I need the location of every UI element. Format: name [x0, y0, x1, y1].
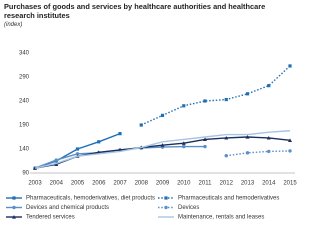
- legend-label: Tendered services: [26, 215, 75, 221]
- x-tick-label: 2003: [28, 181, 42, 187]
- legend-marker: [164, 205, 168, 210]
- legend-label: Pharmaceuticals and hemoderivatives: [178, 196, 279, 202]
- legend-label: Devices: [178, 205, 199, 211]
- x-tick-label: 2004: [50, 181, 64, 187]
- x-tick-label: 2013: [241, 181, 255, 187]
- marker: [203, 144, 207, 149]
- marker: [182, 104, 186, 108]
- legend-marker: [12, 215, 16, 219]
- marker: [139, 123, 143, 127]
- marker: [288, 149, 292, 153]
- series-line: [34, 130, 291, 169]
- marker: [54, 162, 59, 166]
- legend-label: Pharmaceuticals, hemoderivatives, diet p…: [26, 196, 155, 202]
- chart-subtitle: (index): [4, 22, 23, 28]
- chart: 90 140 190 240 290 340 2003 2004 2005 2006 2007 200…: [6, 51, 297, 221]
- marker: [224, 154, 228, 158]
- x-tick-label: 2010: [177, 181, 191, 187]
- y-tick-label: 190: [19, 123, 30, 129]
- marker: [75, 152, 80, 156]
- y-tick-label: 290: [19, 75, 30, 81]
- y-tick-label: 340: [19, 51, 30, 57]
- x-tick-label: 2007: [113, 181, 127, 187]
- marker: [118, 132, 122, 136]
- chart-title: Purchases of goods and services by healt…: [4, 2, 266, 20]
- page: 90 140 190 240 290 340 2003 2004 2005 2006 2007 200…: [4, 2, 297, 221]
- x-tick-label: 2011: [199, 181, 213, 187]
- x-tick-label: 2006: [92, 181, 106, 187]
- marker: [245, 135, 250, 139]
- x-tick-label: 2014: [262, 181, 276, 187]
- legend-marker: [12, 205, 16, 210]
- marker: [54, 158, 58, 162]
- marker: [75, 147, 80, 151]
- series-line: [140, 65, 291, 126]
- y-tick-label: 90: [22, 171, 29, 177]
- series-line: [226, 150, 291, 157]
- marker: [267, 84, 271, 88]
- marker: [245, 151, 250, 155]
- marker: [266, 135, 271, 140]
- marker: [267, 149, 271, 154]
- legend-marker: [164, 196, 168, 200]
- marker: [224, 135, 229, 140]
- marker: [182, 144, 186, 149]
- marker: [245, 92, 250, 96]
- marker: [181, 141, 186, 145]
- marker: [288, 138, 292, 142]
- marker: [160, 113, 165, 117]
- y-tick-label: 140: [19, 147, 30, 153]
- marker: [288, 64, 292, 68]
- marker: [203, 99, 207, 103]
- legend-marker: [12, 196, 16, 200]
- x-tick-label: 2005: [71, 181, 85, 187]
- x-tick-label: 2008: [135, 181, 149, 187]
- legend-label: Devices and chemical products: [26, 205, 109, 211]
- marker: [97, 140, 101, 144]
- marker: [160, 143, 165, 147]
- marker: [224, 97, 228, 102]
- x-tick-label: 2015: [283, 181, 297, 187]
- y-tick-label: 240: [19, 99, 30, 105]
- marker: [203, 137, 207, 141]
- x-tick-label: 2012: [220, 181, 234, 187]
- x-tick-label: 2009: [156, 181, 170, 187]
- legend-label: Maintenance, rentals and leases: [178, 215, 264, 221]
